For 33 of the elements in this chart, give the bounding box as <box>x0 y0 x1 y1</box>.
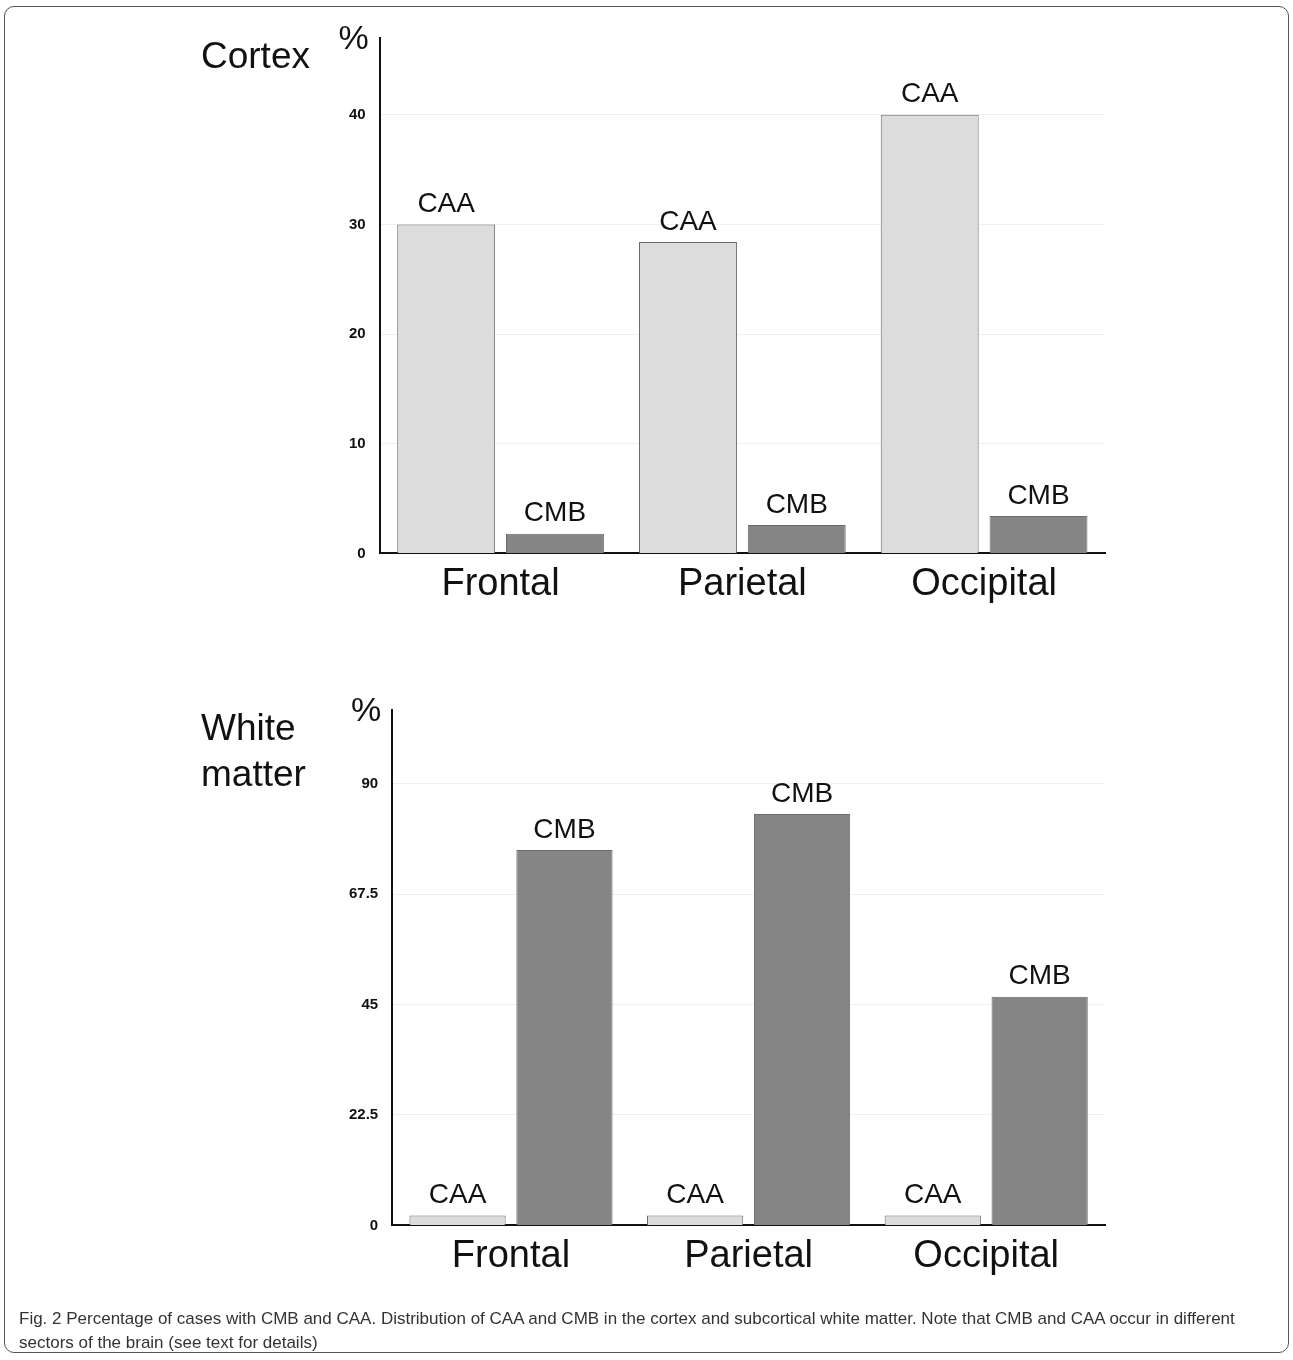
y-tick-label: 90 <box>361 773 379 791</box>
y-tick-label: 22.5 <box>348 1105 379 1123</box>
text: CAA <box>659 204 717 236</box>
text: CAA <box>666 1178 724 1210</box>
y-tick-label: 67.5 <box>348 884 379 902</box>
y-tick-label: 40 <box>349 104 366 122</box>
text: CMB <box>1008 959 1071 991</box>
y-axis-title: % <box>338 18 369 57</box>
text: CMB <box>765 487 828 519</box>
y-tick-label: 0 <box>357 543 366 561</box>
x-tick-label: Occipital <box>911 560 1057 603</box>
text: CAA <box>903 1178 962 1210</box>
y-tick-label: 20 <box>349 324 366 342</box>
caption: Fig. 2 Percentage of cases with CMB and CAA. Distribution of CAA and CMB in the cortex and subcortical white matter. Note that CMB and CAA occur in different sectors of the brain (see text for details) <box>19 1308 1236 1354</box>
y-tick-label: 0 <box>369 1215 379 1233</box>
y-tick-label: 10 <box>349 433 366 451</box>
series-label: CMB <box>533 812 596 844</box>
y-tick-label: 45 <box>361 994 379 1012</box>
series-label: CAA <box>428 1178 487 1210</box>
x-tick-label: Parietal <box>677 560 807 603</box>
x-tick-label: Occipital <box>913 1232 1060 1275</box>
x-tick-label: Frontal <box>441 560 560 603</box>
series-label: CMB <box>523 496 587 528</box>
chart-title: Cortex <box>201 35 310 76</box>
text: CMB <box>1007 478 1070 510</box>
text: White matter <box>201 706 307 796</box>
series-label: CAA <box>417 187 476 219</box>
x-tick-label: Frontal <box>451 1232 571 1275</box>
y-tick-label: 30 <box>349 214 366 232</box>
x-tick-label: Parietal <box>684 1232 814 1275</box>
text: CAA <box>900 77 959 109</box>
text: CMB <box>770 776 834 808</box>
y-axis-title: % <box>351 690 382 729</box>
